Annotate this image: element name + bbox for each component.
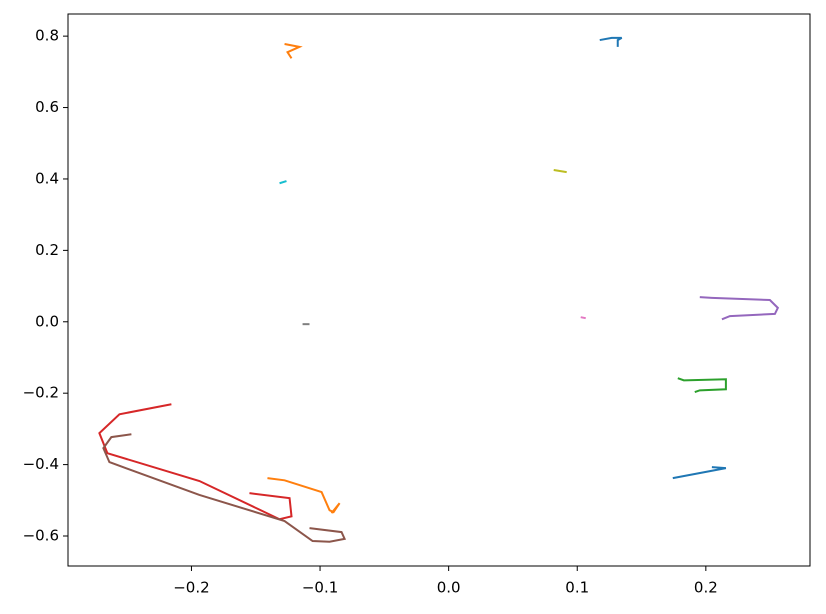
trajectory-line bbox=[672, 466, 727, 480]
x-tick-label: 0.0 bbox=[437, 579, 461, 597]
y-tick-label: 0.4 bbox=[35, 169, 59, 187]
x-tick-label: 0.2 bbox=[694, 579, 718, 597]
x-tick-label: 0.1 bbox=[565, 579, 589, 597]
y-tick-label: 0.8 bbox=[35, 27, 59, 45]
y-tick-label: −0.2 bbox=[23, 384, 59, 402]
plot-frame bbox=[67, 13, 811, 567]
trajectory-line bbox=[279, 180, 287, 185]
trajectory-line bbox=[580, 316, 586, 320]
trajectory-line bbox=[599, 36, 623, 47]
trajectory-line bbox=[98, 403, 293, 521]
trajectory-line bbox=[284, 43, 303, 59]
trajectory-line bbox=[102, 433, 347, 543]
y-tick-label: −0.6 bbox=[23, 527, 59, 545]
x-tick-label: −0.1 bbox=[302, 579, 338, 597]
y-tick-label: −0.4 bbox=[23, 455, 59, 473]
trajectory-line bbox=[699, 296, 780, 321]
trajectory-line bbox=[553, 169, 567, 174]
y-tick-label: 0.0 bbox=[35, 312, 59, 330]
y-tick-label: 0.6 bbox=[35, 98, 59, 116]
x-tick-label: −0.2 bbox=[173, 579, 209, 597]
y-tick-label: 0.2 bbox=[35, 241, 59, 259]
trajectory-line bbox=[267, 477, 341, 514]
trajectory-line bbox=[677, 377, 727, 394]
